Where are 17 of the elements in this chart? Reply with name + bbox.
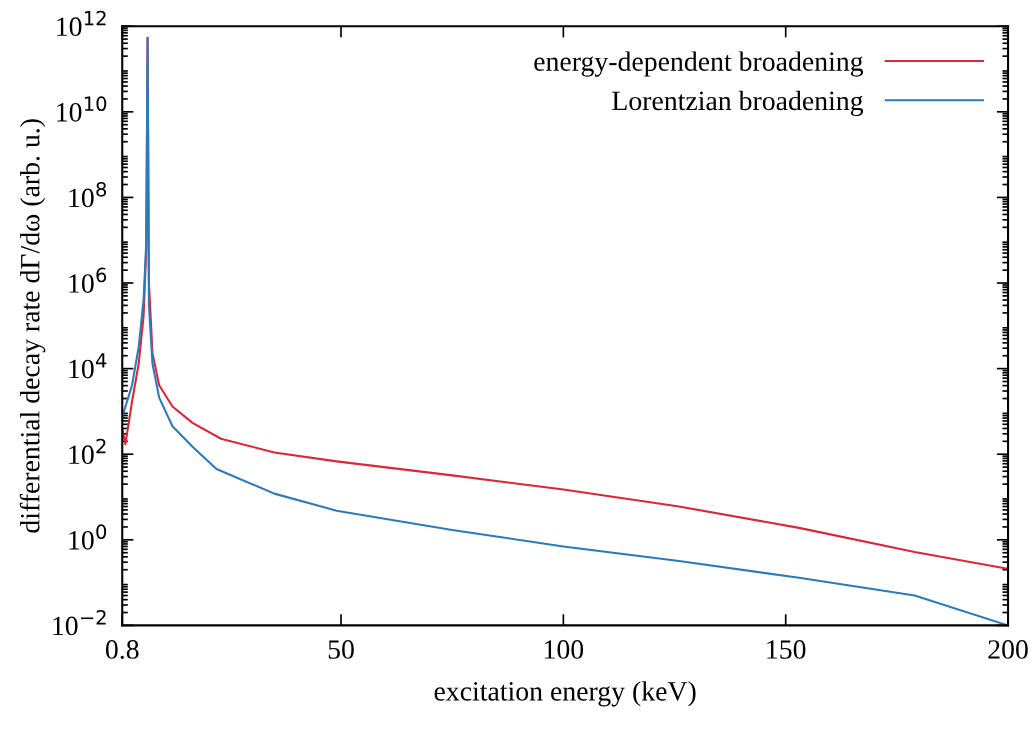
x-axis-title: excitation energy (keV) (434, 681, 696, 707)
y-tick-label: 10$^{−2}$ (53, 609, 106, 636)
y-tick-label: 10$^{4}$ (69, 353, 107, 379)
y-tick-label: 10$^{6}$ (69, 267, 107, 293)
y-tick-label: 10$^{0}$ (69, 524, 107, 550)
x-tick-label: 200 (988, 640, 1028, 659)
legend-label: Lorentzian broadening (612, 90, 864, 116)
legend-label: energy-dependent broadening (534, 51, 864, 77)
y-tick-label: 10$^{2}$ (69, 438, 106, 465)
y-tick-label: 10$^{8}$ (69, 181, 107, 208)
y-tick-label: 10$^{12}$ (57, 10, 106, 37)
y-tick-label: 10$^{10}$ (57, 96, 107, 122)
x-tick-label: 150 (767, 640, 806, 659)
x-tick-label: 0.8 (105, 640, 139, 659)
x-tick-label: 100 (544, 640, 584, 659)
y-axis-title: differential decay rate dΓ/dω (arb. u.) (19, 119, 46, 533)
x-tick-label: 50 (328, 640, 354, 659)
